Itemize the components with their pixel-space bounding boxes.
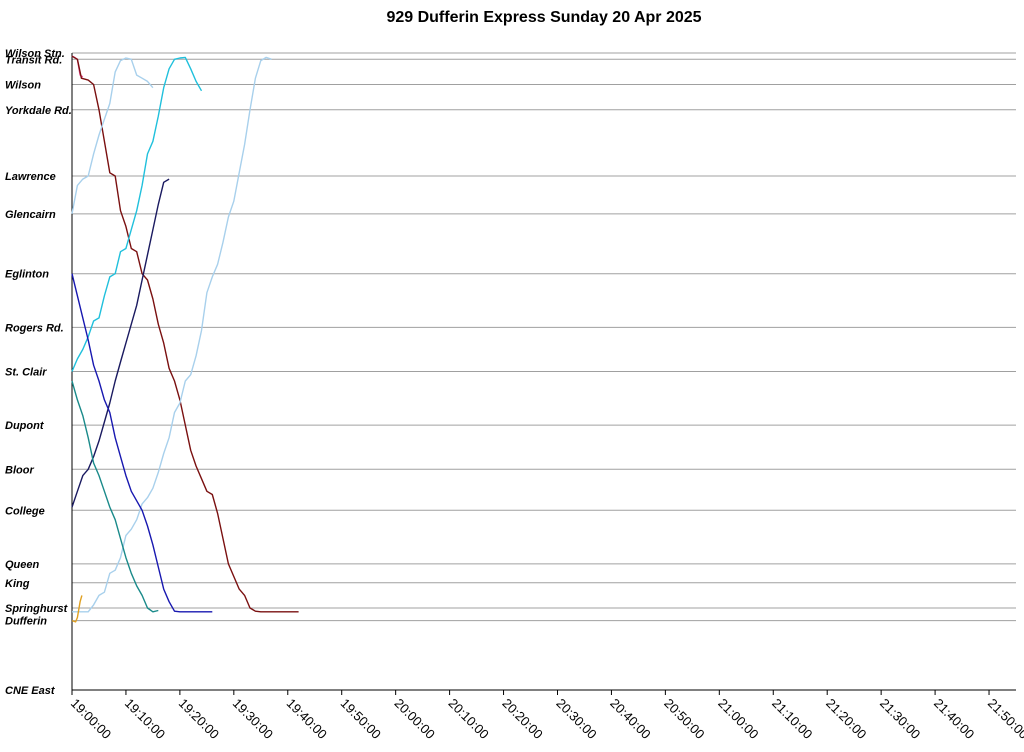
trip-line-9 bbox=[71, 595, 83, 623]
stop-label: Yorkdale Rd. bbox=[5, 105, 72, 117]
stop-label: Eglinton bbox=[5, 269, 49, 281]
stop-label: Dupont bbox=[5, 420, 45, 432]
x-tick-label: 21:10:00 bbox=[769, 696, 815, 742]
stop-label: Glencairn bbox=[5, 209, 56, 221]
x-tick-label: 20:00:00 bbox=[392, 696, 438, 742]
trip-line-5 bbox=[71, 56, 203, 372]
x-tick-label: 21:50:00 bbox=[985, 696, 1024, 742]
stop-label: Transit Rd. bbox=[5, 54, 62, 66]
trip-line-8 bbox=[71, 380, 159, 613]
stop-label: Lawrence bbox=[5, 171, 56, 183]
x-tick-label: 21:30:00 bbox=[877, 696, 923, 742]
stop-label: King bbox=[5, 578, 30, 590]
x-tick-label: 21:40:00 bbox=[931, 696, 977, 742]
trip-line-6 bbox=[71, 178, 170, 508]
stop-label: CNE East bbox=[5, 685, 56, 697]
x-tick-label: 19:20:00 bbox=[176, 696, 222, 742]
x-tick-label: 20:50:00 bbox=[661, 696, 707, 742]
stop-label: Wilson Stn. bbox=[5, 48, 65, 60]
stop-label: Rogers Rd. bbox=[5, 322, 64, 334]
x-tick-label: 19:30:00 bbox=[230, 696, 276, 742]
stop-label: Wilson bbox=[5, 80, 41, 92]
stop-label: St. Clair bbox=[5, 367, 47, 379]
axes bbox=[71, 53, 1016, 695]
trip-line-3 bbox=[71, 57, 154, 214]
x-tick-label: 19:00:00 bbox=[68, 696, 114, 742]
x-tick-label: 21:00:00 bbox=[715, 696, 761, 742]
x-tick-label: 19:10:00 bbox=[122, 696, 168, 742]
stop-gridlines bbox=[72, 52, 1016, 622]
stop-label: College bbox=[5, 505, 45, 517]
x-tick-label: 20:40:00 bbox=[607, 696, 653, 742]
stop-label: Queen bbox=[5, 559, 40, 571]
stop-label: Bloor bbox=[5, 464, 34, 476]
x-tick-label: 19:40:00 bbox=[284, 696, 330, 742]
trip-line-7 bbox=[71, 273, 213, 613]
trip-line-4 bbox=[72, 56, 272, 613]
stop-label: Springhurst bbox=[5, 603, 69, 615]
x-tick-label: 20:30:00 bbox=[553, 696, 599, 742]
chart-title: 929 Dufferin Express Sunday 20 Apr 2025 bbox=[386, 9, 701, 26]
time-tick-labels: 19:00:00 19:10:00 19:20:00 19:30:00 19:40:00… bbox=[68, 696, 1024, 742]
x-tick-label: 21:20:00 bbox=[823, 696, 869, 742]
stop-labels: Wilson Stn.Transit Rd. Wilson Yorkdale Rd.… bbox=[5, 48, 72, 697]
x-tick-label: 20:20:00 bbox=[499, 696, 545, 742]
x-tick-label: 20:10:00 bbox=[445, 696, 491, 742]
x-tick-label: 19:50:00 bbox=[338, 696, 384, 742]
stop-label: Dufferin bbox=[5, 616, 47, 628]
series-layer bbox=[71, 55, 299, 623]
trip-line-2 bbox=[71, 55, 299, 613]
